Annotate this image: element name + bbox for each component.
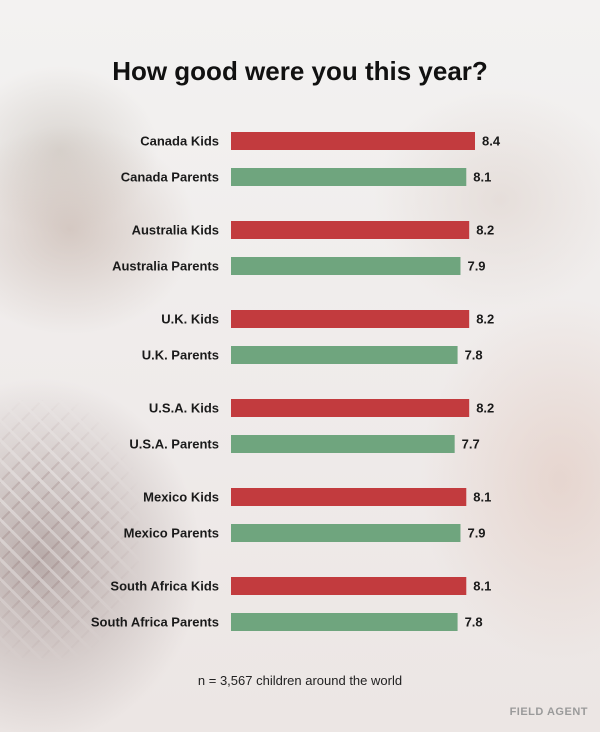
bar-label-mexico-parents: Mexico Parents [124,526,219,541]
bar-label-u-s-a-parents: U.S.A. Parents [129,437,219,452]
bar-u-k-kids [231,310,470,328]
value-label-u-s-a-parents: 7.7 [462,437,480,452]
bar-label-u-k-parents: U.K. Parents [142,348,219,363]
value-label-u-k-kids: 8.2 [476,312,494,327]
bar-canada-kids [231,132,475,150]
value-label-u-s-a-kids: 8.2 [476,401,494,416]
bar-label-canada-parents: Canada Parents [121,170,219,185]
bar-australia-parents [231,257,461,275]
bar-label-south-africa-kids: South Africa Kids [110,579,219,594]
value-label-canada-parents: 8.1 [473,170,491,185]
bar-mexico-kids [231,488,467,506]
bar-mexico-parents [231,524,461,542]
brand-logo: FIELD AGENT [509,706,588,718]
value-label-australia-kids: 8.2 [476,223,494,238]
bar-canada-parents [231,168,467,186]
bar-label-south-africa-parents: South Africa Parents [91,615,219,630]
bar-label-australia-kids: Australia Kids [132,223,219,238]
bar-south-africa-kids [231,577,467,595]
bar-label-australia-parents: Australia Parents [112,259,219,274]
value-label-canada-kids: 8.4 [482,134,501,149]
value-label-australia-parents: 7.9 [467,259,485,274]
bar-u-s-a-parents [231,435,455,453]
value-label-u-k-parents: 7.8 [465,348,483,363]
value-label-mexico-kids: 8.1 [473,490,491,505]
sample-size-note: n = 3,567 children around the world [197,673,403,688]
value-label-south-africa-parents: 7.8 [465,615,483,630]
bar-south-africa-parents [231,613,458,631]
bar-u-k-parents [231,346,458,364]
bar-label-u-s-a-kids: U.S.A. Kids [149,401,219,416]
value-label-south-africa-kids: 8.1 [473,579,491,594]
bar-label-canada-kids: Canada Kids [140,134,219,149]
bar-australia-kids [231,221,470,239]
bar-u-s-a-kids [231,399,470,417]
background-sweater-pattern [0,400,140,660]
value-label-mexico-parents: 7.9 [467,526,485,541]
bar-label-mexico-kids: Mexico Kids [143,490,219,505]
chart-title: How good were you this year? [112,56,488,86]
bar-label-u-k-kids: U.K. Kids [161,312,219,327]
